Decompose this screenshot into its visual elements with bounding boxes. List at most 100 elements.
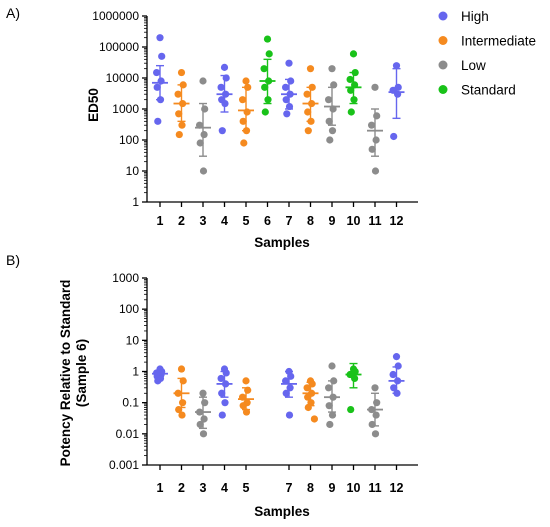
panel-b-sample-3: [195, 389, 211, 438]
data-point: [201, 105, 209, 113]
legend-marker: [438, 36, 448, 45]
data-point: [199, 167, 208, 175]
panel-a-xtick-label: 8: [307, 214, 314, 228]
panel-a-ytick-label: 100000: [99, 40, 139, 54]
data-point: [265, 50, 273, 58]
panel-b-ytick-label: 1000: [112, 271, 139, 285]
panel-b-ytick-label: 10: [126, 333, 140, 347]
data-point: [368, 121, 376, 129]
data-point: [373, 399, 381, 407]
data-point: [368, 145, 376, 153]
data-point: [154, 117, 162, 125]
panel-a-label: A): [6, 5, 20, 21]
legend: High Intermediate Low Standard: [438, 9, 536, 98]
data-point: [218, 127, 226, 135]
data-point: [217, 83, 225, 91]
panel-b-sample-7: [281, 367, 297, 419]
data-point: [196, 139, 204, 147]
panel-a-xtick-label: 11: [368, 214, 381, 228]
data-point: [156, 34, 164, 42]
panel-a-xtick-label: 9: [329, 214, 336, 228]
panel-a-xtick-label: 2: [178, 214, 185, 228]
data-point: [179, 399, 187, 407]
data-point: [218, 411, 226, 419]
panel-b-sample-10: [345, 362, 362, 414]
data-point: [371, 167, 380, 175]
legend-label: Low: [461, 58, 486, 73]
data-point: [242, 377, 250, 385]
data-point: [372, 136, 380, 144]
data-point: [325, 402, 333, 410]
data-point: [178, 121, 186, 129]
panel-a-sample-3: [195, 77, 211, 175]
panel-b-ytick-label: 1: [132, 365, 139, 379]
panel-b-ytick-label: 0.001: [109, 458, 139, 472]
panel-a-ytick-label: 100: [119, 133, 139, 147]
panel-b-xtick-label: 7: [286, 481, 293, 495]
legend-label: Intermediate: [461, 34, 536, 49]
data-point: [260, 65, 268, 73]
data-point: [177, 68, 186, 77]
panel-b-xlabel: Samples: [254, 504, 310, 519]
data-point: [325, 117, 333, 125]
panel-a: A) ED50 Samples 1 10 100 1000 10000 100000 100…: [6, 5, 418, 250]
data-point: [328, 65, 336, 73]
data-point: [371, 83, 379, 91]
panel-a-xlabel: Samples: [254, 235, 310, 250]
panel-b-sample-1: [152, 365, 168, 385]
panel-a-sample-10: [345, 50, 362, 116]
data-point: [242, 77, 250, 85]
panel-a-ytick-label: 10: [126, 164, 140, 178]
panel-a-sample-2: [173, 68, 190, 139]
data-point: [351, 374, 359, 383]
panel-a-xtick-label: 3: [200, 214, 207, 228]
panel-a-sample-5: [238, 77, 254, 147]
data-point: [174, 90, 182, 98]
panel-b-sample-5: [238, 377, 254, 416]
data-point: [196, 420, 204, 429]
data-point: [282, 389, 290, 397]
data-point: [325, 96, 333, 104]
data-point: [373, 112, 381, 120]
panel-a-xtick-label: 10: [347, 214, 361, 228]
legend-marker: [438, 11, 448, 21]
data-point: [285, 59, 293, 67]
data-point: [347, 405, 355, 414]
panel-b-xtick-label: 11: [368, 481, 381, 495]
data-point: [392, 353, 401, 361]
panel-b-ytick-label: 0.1: [122, 396, 139, 410]
panel-b-xtick-label: 3: [200, 481, 207, 495]
data-point: [199, 430, 208, 438]
panel-b-label: B): [6, 252, 20, 268]
data-point: [392, 62, 401, 70]
panel-b-xtick-label: 10: [347, 481, 361, 495]
panel-b-xtick-label: 9: [329, 481, 336, 495]
panel-b-xtick-label: 2: [178, 481, 185, 495]
data-point: [239, 96, 247, 104]
legend-marker: [438, 85, 448, 94]
panel-b-xtick-label: 4: [221, 481, 228, 495]
data-point: [201, 399, 209, 407]
panel-a-sample-1: [152, 34, 168, 125]
data-point: [217, 374, 225, 383]
data-point: [303, 384, 311, 392]
data-point: [282, 96, 290, 104]
panel-b-sample-8: [302, 377, 319, 423]
data-point: [220, 63, 229, 71]
data-point: [178, 411, 186, 419]
data-point: [347, 108, 355, 116]
panel-b-xtick-label: 12: [390, 481, 404, 495]
panel-b-xtick-label: 8: [307, 481, 314, 495]
panel-a-sample-6: [259, 35, 276, 116]
panel-b-sample-9: [324, 362, 340, 429]
data-point: [371, 384, 379, 392]
panel-b-xtick-label: 1: [157, 481, 164, 495]
data-point: [310, 415, 318, 423]
legend-label: High: [461, 9, 489, 24]
data-point: [158, 52, 166, 60]
data-point: [282, 377, 290, 385]
data-point: [261, 108, 269, 116]
data-point: [304, 127, 312, 135]
panel-b-ytick-label: 100: [119, 302, 139, 316]
